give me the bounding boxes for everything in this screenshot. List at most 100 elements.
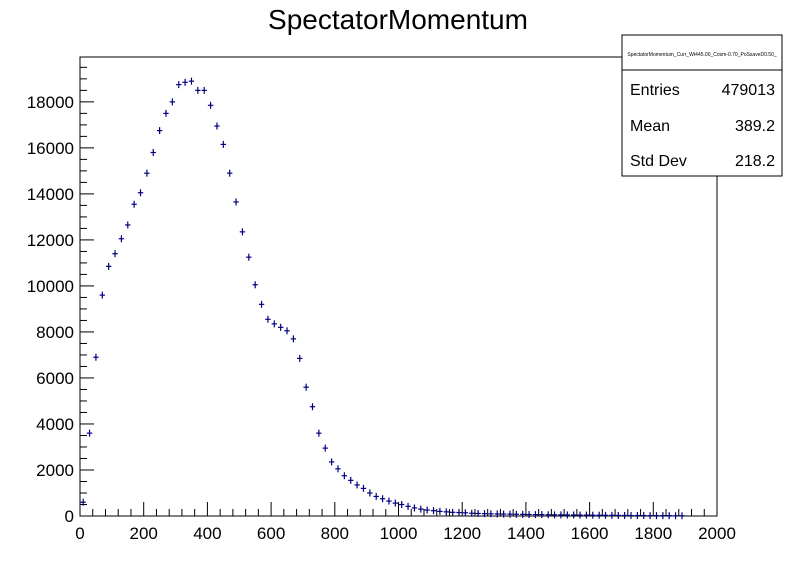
- y-tick-label: 10000: [27, 277, 74, 296]
- chart-title: SpectatorMomentum: [268, 4, 528, 35]
- data-point: [494, 510, 500, 518]
- x-axis: 0 200 400 600 800 1000 1200 1400 1600 1800 2000: [75, 502, 736, 543]
- data-point: [93, 353, 99, 361]
- data-point: [188, 77, 195, 85]
- data-point: [86, 429, 93, 437]
- data-point: [328, 458, 335, 466]
- data-point: [367, 489, 373, 497]
- data-point: [99, 291, 105, 299]
- stats-box-frame: [621, 34, 783, 177]
- data-point: [672, 512, 679, 520]
- data-markers: [80, 77, 685, 520]
- data-point: [570, 511, 577, 519]
- data-point: [360, 484, 367, 492]
- data-point: [500, 510, 507, 518]
- data-point: [526, 511, 532, 519]
- data-point: [207, 101, 214, 109]
- data-point: [577, 511, 583, 519]
- data-point: [176, 81, 182, 89]
- data-point: [456, 509, 462, 517]
- data-point: [246, 253, 252, 261]
- data-point: [532, 511, 539, 519]
- stats-value-entries: 479013: [722, 82, 775, 99]
- stats-label-mean: Mean: [630, 118, 670, 135]
- data-point: [488, 510, 494, 518]
- data-point: [112, 250, 118, 258]
- x-tick-label: 800: [321, 524, 349, 543]
- data-point: [564, 511, 570, 519]
- data-point: [558, 511, 564, 519]
- data-point: [443, 508, 449, 516]
- data-point: [258, 300, 265, 308]
- data-point: [163, 109, 169, 117]
- data-point: [513, 510, 520, 518]
- data-point: [545, 511, 551, 519]
- x-tick-label: 1000: [380, 524, 418, 543]
- data-point: [449, 508, 456, 516]
- data-point: [628, 512, 634, 520]
- stats-row-std-dev: Std Dev 218.2: [630, 153, 775, 170]
- data-point: [341, 472, 348, 480]
- data-point: [602, 511, 609, 519]
- data-point: [322, 444, 328, 452]
- data-point: [137, 189, 144, 197]
- data-point: [660, 512, 666, 520]
- data-point: [290, 335, 297, 343]
- x-tick-label: 1800: [634, 524, 672, 543]
- data-point: [227, 169, 233, 177]
- data-point: [379, 495, 386, 503]
- stats-label-std-dev: Std Dev: [630, 153, 687, 170]
- x-tick-label: 1400: [507, 524, 545, 543]
- data-point: [418, 505, 424, 513]
- data-point: [214, 122, 220, 130]
- data-point: [462, 509, 469, 517]
- data-point: [348, 476, 354, 484]
- data-point: [373, 492, 379, 500]
- y-tick-label: 4000: [36, 415, 74, 434]
- x-tick-label: 1600: [571, 524, 609, 543]
- data-point: [641, 512, 647, 520]
- y-tick-label: 16000: [27, 139, 74, 158]
- data-point: [615, 511, 621, 519]
- data-point: [125, 221, 131, 229]
- data-point: [239, 228, 246, 236]
- data-point: [316, 429, 322, 437]
- data-point: [424, 506, 430, 514]
- y-axis: 0 2000 4000 6000 8000 10000 12000 14000 16000 180…: [27, 66, 94, 526]
- data-point: [354, 481, 360, 489]
- stats-row-entries: Entries 479013: [630, 82, 775, 99]
- data-point: [520, 510, 526, 518]
- data-point: [653, 512, 660, 520]
- data-point: [392, 499, 398, 507]
- data-point: [469, 509, 475, 517]
- data-point: [335, 465, 341, 473]
- data-point: [634, 512, 641, 520]
- x-tick-label: 2000: [698, 524, 736, 543]
- data-point: [551, 511, 558, 519]
- data-point: [201, 86, 207, 94]
- data-point: [386, 497, 392, 505]
- y-tick-label: 14000: [27, 185, 74, 204]
- y-tick-label: 2000: [36, 461, 74, 480]
- stats-row-mean: Mean 389.2: [630, 118, 775, 135]
- data-point: [265, 315, 271, 323]
- data-point: [590, 511, 596, 519]
- data-point: [309, 403, 316, 411]
- data-point: [596, 511, 602, 519]
- data-point: [150, 148, 156, 156]
- data-point: [679, 512, 685, 520]
- y-tick-label: 12000: [27, 231, 74, 250]
- stats-box: SpectatorMomentum_Curr_Wt445.00_Cosm-0.7…: [621, 34, 783, 177]
- data-point: [80, 498, 86, 506]
- plot-frame: [79, 56, 718, 517]
- y-tick-label: 0: [65, 507, 74, 526]
- x-tick-label: 400: [193, 524, 221, 543]
- data-point: [131, 200, 137, 208]
- data-point: [182, 78, 188, 86]
- data-point: [583, 511, 590, 519]
- data-point: [437, 507, 443, 515]
- data-point: [647, 512, 653, 520]
- data-point: [252, 281, 258, 289]
